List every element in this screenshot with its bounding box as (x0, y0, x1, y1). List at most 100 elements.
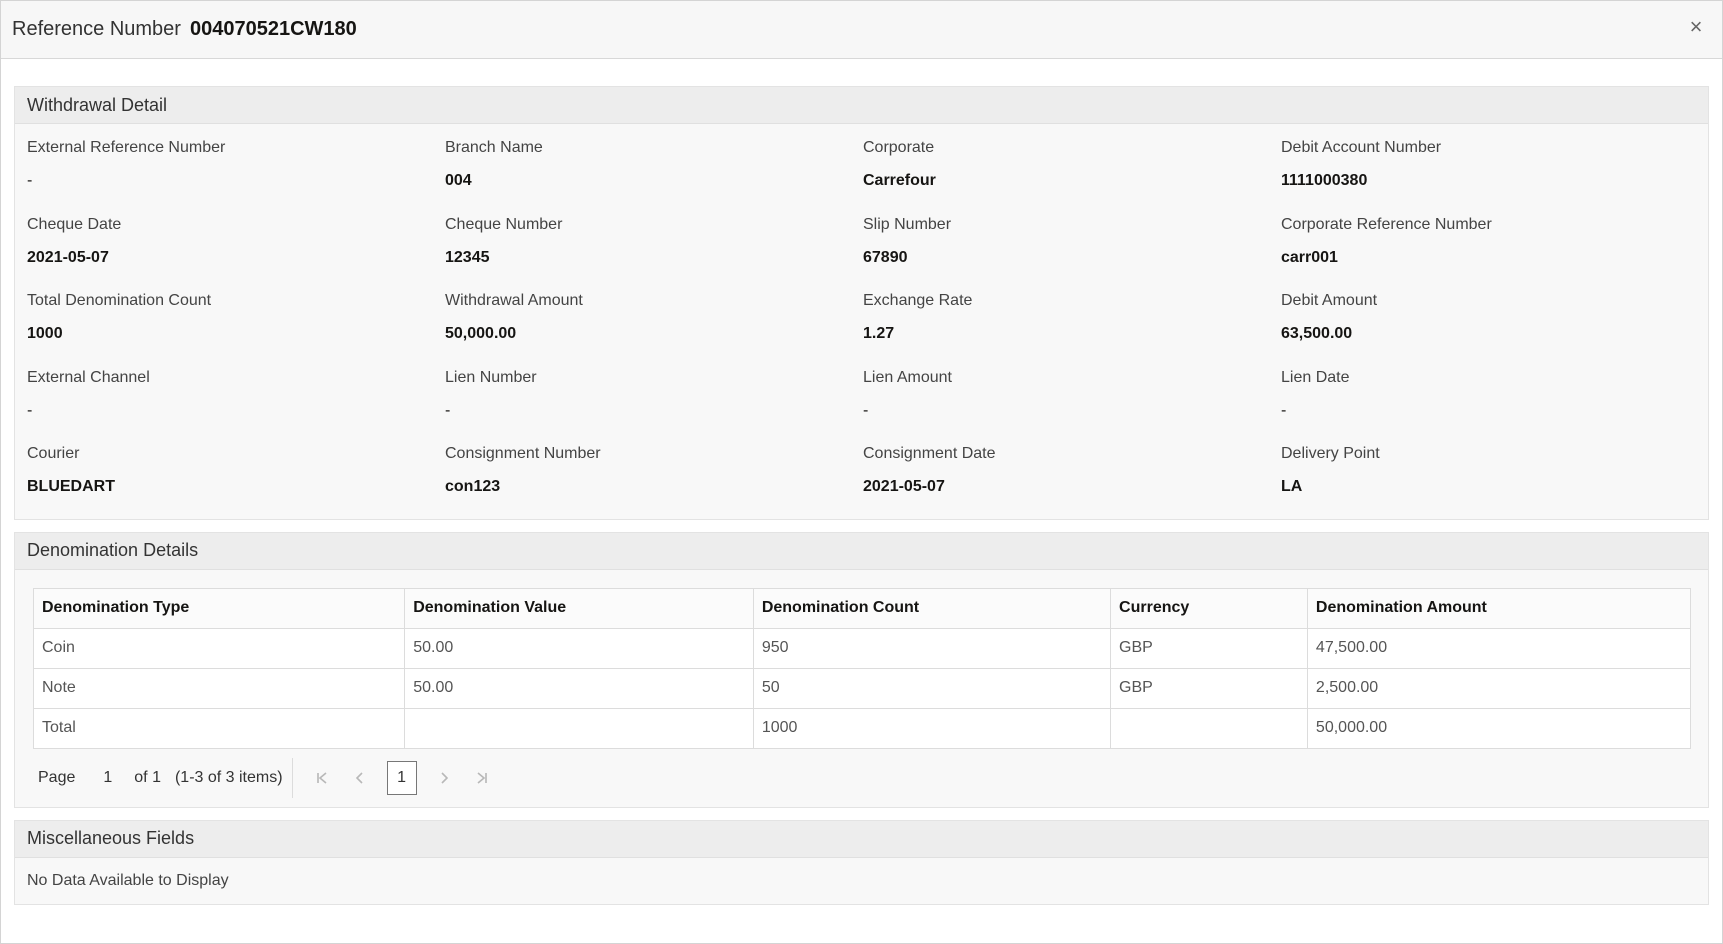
pagination: Page 1 of 1 (1-3 of 3 items) 1 (15, 749, 1708, 807)
detail-field-label: External Reference Number (27, 139, 226, 156)
table-cell: 2,500.00 (1306, 667, 1692, 709)
detail-field-value: 50,000.00 (445, 325, 517, 343)
withdrawal-detail-section: Withdrawal Detail External Reference Num… (14, 86, 1709, 520)
current-page-button[interactable]: 1 (386, 760, 417, 795)
table-cell: 1000 (752, 707, 1112, 749)
next-page-icon-svg (440, 772, 448, 784)
detail-field: Consignment Number con123 (445, 430, 863, 507)
no-data-message: No Data Available to Display (27, 871, 229, 889)
detail-field: Cheque Date 2021-05-07 (27, 201, 445, 278)
detail-field-label: Debit Account Number (1281, 139, 1442, 156)
detail-field-label: Branch Name (445, 139, 543, 156)
detail-field-label: Debit Amount (1281, 292, 1378, 310)
detail-field: Slip Number 67890 (863, 201, 1281, 278)
table-cell: Note (32, 667, 406, 709)
detail-field: Total Denomination Count 1000 (27, 277, 445, 354)
last-page-icon[interactable] (468, 764, 496, 792)
table-row: Total 1000 50,000.00 (32, 707, 1692, 749)
reference-number-label: Reference Number (12, 18, 181, 40)
detail-field-value: - (27, 401, 33, 419)
detail-field-label: Corporate Reference Number (1281, 215, 1492, 233)
miscellaneous-fields-section: Miscellaneous Fields No Data Available t… (14, 819, 1709, 905)
detail-field-label: Lien Amount (863, 368, 952, 386)
detail-field: Withdrawal Amount 50,000.00 (445, 277, 863, 354)
detail-field-label: Cheque Number (445, 215, 563, 233)
column-header[interactable]: Denomination Type (32, 587, 406, 629)
table-header-row: Denomination Type Denomination Value Denom… (32, 587, 1692, 629)
detail-field-label: Courier (27, 445, 80, 463)
detail-field-value: Carrefour (863, 172, 936, 189)
table-cell: 50.00 (404, 667, 754, 709)
detail-field-value: carr001 (1281, 248, 1338, 266)
denomination-table-wrap: Denomination Type Denomination Value Denom… (15, 570, 1708, 749)
detail-field-value: BLUEDART (27, 478, 115, 496)
detail-field-label: Lien Number (445, 368, 537, 386)
detail-field-label: Consignment Date (863, 445, 996, 463)
detail-field-value: - (863, 401, 869, 419)
detail-field: Delivery Point LA (1281, 430, 1699, 507)
detail-field-value: 67890 (863, 248, 908, 266)
detail-field: Lien Date - (1281, 354, 1699, 431)
detail-field-label: Consignment Number (445, 445, 601, 463)
detail-field-value: 1.27 (863, 325, 895, 343)
table-cell: 950 (752, 627, 1112, 669)
table-cell: 50.00 (404, 627, 754, 669)
column-header[interactable]: Denomination Amount (1306, 587, 1692, 629)
items-count-label: (1-3 of 3 items) (174, 768, 283, 786)
close-icon[interactable]: × (1689, 14, 1703, 39)
detail-field-value: 2021-05-07 (863, 478, 945, 496)
detail-field: External Channel - (27, 354, 445, 431)
table-cell: GBP (1110, 627, 1308, 669)
detail-field: Consignment Date 2021-05-07 (863, 430, 1281, 507)
detail-field: External Reference Number - (27, 124, 445, 201)
column-header[interactable]: Denomination Count (752, 587, 1112, 629)
detail-field-value: - (27, 172, 33, 189)
last-page-icon-svg (477, 772, 487, 784)
denomination-table: Denomination Type Denomination Value Denom… (32, 587, 1692, 749)
modal-header: Reference Number 004070521CW180 × (1, 1, 1722, 59)
first-page-icon[interactable] (308, 764, 336, 792)
table-cell (1110, 707, 1308, 749)
detail-field-value: 1000 (27, 325, 63, 343)
detail-field-value: - (445, 401, 451, 419)
previous-page-icon[interactable] (346, 764, 374, 792)
detail-field-label: Exchange Rate (863, 292, 973, 310)
denomination-details-title: Denomination Details (15, 532, 1708, 570)
detail-field-value: LA (1281, 478, 1303, 496)
detail-field-label: Slip Number (863, 215, 952, 233)
detail-field-label: Withdrawal Amount (445, 292, 583, 310)
column-header[interactable]: Denomination Value (404, 587, 754, 629)
detail-field: Debit Amount 63,500.00 (1281, 277, 1699, 354)
detail-field-value: 1111000380 (1281, 172, 1368, 189)
withdrawal-detail-title: Withdrawal Detail (15, 87, 1708, 124)
detail-field-label: Lien Date (1281, 368, 1350, 386)
withdrawal-detail-grid: External Reference Number - Branch Name 004… (15, 124, 1708, 519)
detail-field: Lien Amount - (863, 354, 1281, 431)
reference-number-value: 004070521CW180 (189, 18, 357, 40)
detail-field-label: External Channel (27, 368, 150, 386)
detail-field-value: 63,500.00 (1281, 325, 1353, 343)
table-cell (404, 707, 754, 749)
pager-divider (291, 757, 293, 798)
page-label: Page (38, 768, 76, 786)
table-cell: GBP (1110, 667, 1308, 709)
table-cell: Total (32, 707, 406, 749)
previous-page-icon-svg (355, 772, 363, 784)
detail-field: Branch Name 004 (445, 124, 863, 201)
table-cell: 47,500.00 (1306, 627, 1692, 669)
detail-field-value: con123 (445, 478, 501, 496)
next-page-icon[interactable] (430, 764, 458, 792)
page-of-label: of 1 (134, 768, 161, 786)
column-header[interactable]: Currency (1110, 587, 1308, 629)
miscellaneous-fields-title: Miscellaneous Fields (15, 820, 1708, 858)
detail-field: Corporate Carrefour (863, 124, 1281, 201)
detail-field-label: Total Denomination Count (27, 292, 212, 310)
page-number-input[interactable]: 1 (103, 768, 113, 786)
detail-field: Exchange Rate 1.27 (863, 277, 1281, 354)
table-row: Coin 50.00 950 GBP 47,500.00 (32, 627, 1692, 669)
detail-field-label: Corporate (863, 139, 935, 156)
first-page-icon-svg (316, 772, 327, 784)
modal-body: Withdrawal Detail External Reference Num… (1, 60, 1722, 943)
detail-field: Cheque Number 12345 (445, 201, 863, 278)
